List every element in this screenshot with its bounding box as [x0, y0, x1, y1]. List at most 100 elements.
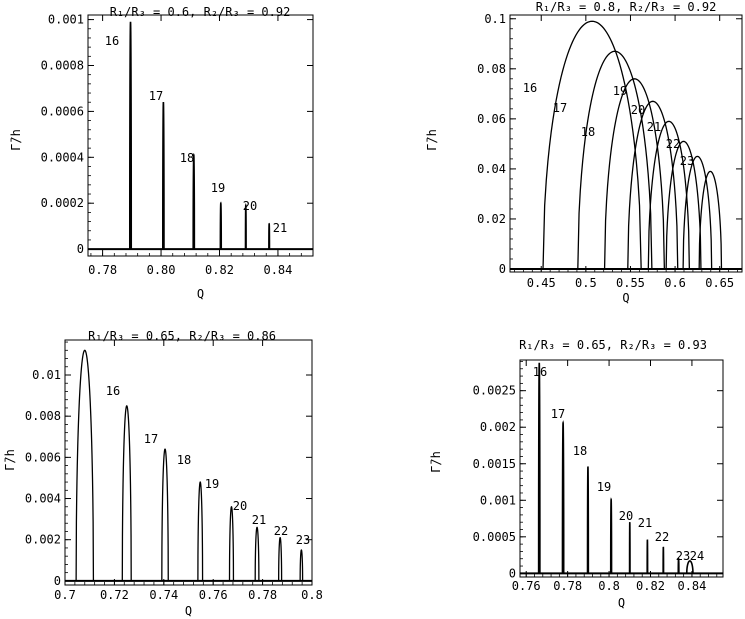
- y-tick-label: 0.08: [477, 62, 506, 76]
- y-tick-label: 0.002: [480, 420, 516, 434]
- resonance-label: 20: [243, 199, 257, 213]
- resonance-curve-19: [627, 100, 679, 270]
- y-tick-label: 0.0002: [41, 196, 84, 210]
- resonance-label: 17: [149, 89, 163, 103]
- resonance-label: 16: [106, 384, 120, 398]
- resonance-label: 17: [551, 407, 565, 421]
- resonance-curve-22: [278, 536, 283, 581]
- resonance-label: 18: [180, 151, 194, 165]
- y-tick-label: 0: [54, 574, 61, 588]
- resonance-label: 20: [631, 103, 645, 117]
- resonance-curve-20: [647, 120, 690, 270]
- resonance-curve-16: [75, 349, 95, 581]
- y-tick-label: 0.0004: [41, 150, 84, 164]
- x-tick-label: 0.72: [100, 588, 129, 602]
- x-tick-label: 0.82: [205, 263, 234, 277]
- x-tick-label: 0.78: [553, 579, 582, 593]
- y-tick-label: 0: [499, 262, 506, 276]
- x-tick-label: 0.5: [575, 276, 597, 290]
- resonance-curve-22: [682, 155, 713, 270]
- resonance-curve-18: [586, 466, 590, 574]
- y-tick-label: 0.004: [25, 492, 61, 506]
- y-axis-label: Γ̄/h: [3, 449, 17, 471]
- resonance-label: 21: [273, 221, 287, 235]
- chart-panel-1: R₁/R₃ = 0.6, R₂/R₃ = 0.92 0.78 0.80 0.82 0.8…: [9, 5, 314, 301]
- plot-frame: [509, 14, 743, 273]
- resonance-label: 19: [205, 477, 219, 491]
- resonance-label: 17: [553, 101, 567, 115]
- resonance-curve-17: [121, 405, 132, 581]
- resonance-curve-18: [603, 78, 666, 270]
- resonance-label: 16: [105, 34, 119, 48]
- plot-frame: [519, 359, 724, 578]
- resonance-curve-17: [577, 50, 653, 270]
- resonance-curve-17: [162, 102, 165, 250]
- plot-frame: [64, 339, 313, 586]
- x-tick-label: 0.80: [147, 263, 176, 277]
- resonance-label: 23: [296, 533, 310, 547]
- x-tick-label: 0.76: [199, 588, 228, 602]
- resonance-label: 18: [581, 125, 595, 139]
- resonance-label: 22: [274, 524, 288, 538]
- resonance-label: 22: [666, 137, 680, 151]
- resonance-curve-18: [192, 152, 196, 250]
- resonance-curve-21: [254, 526, 260, 581]
- resonance-label: 19: [613, 84, 627, 98]
- resonance-label: 16: [523, 81, 537, 95]
- x-axis-label: Q: [618, 596, 625, 610]
- y-axis-label: Γ̄/h: [429, 451, 443, 473]
- resonance-curve-16: [128, 21, 133, 250]
- y-tick-label: 0.001: [480, 493, 516, 507]
- x-tick-label: 0.82: [636, 579, 665, 593]
- chart-title: R₁/R₃ = 0.6, R₂/R₃ = 0.92: [110, 5, 291, 19]
- resonance-label: 23: [676, 549, 690, 563]
- y-tick-label: 0.0006: [41, 104, 84, 118]
- x-tick-label: 0.7: [54, 588, 76, 602]
- chart-panel-3: R₁/R₃ = 0.65, R₂/R₃ = 0.86 0.7 0.72 0.74 0.7…: [3, 329, 323, 618]
- chart-title: R₁/R₃ = 0.65, R₂/R₃ = 0.93: [519, 338, 707, 352]
- x-tick-label: 0.55: [616, 276, 645, 290]
- x-tick-label: 0.45: [527, 276, 556, 290]
- y-tick-label: 0.0015: [473, 457, 516, 471]
- x-tick-label: 0.84: [677, 579, 706, 593]
- resonance-label: 20: [233, 499, 247, 513]
- resonance-curve-19: [609, 497, 613, 574]
- y-tick-label: 0.008: [25, 409, 61, 423]
- y-tick-label: 0.04: [477, 162, 506, 176]
- resonance-label: 17: [144, 432, 158, 446]
- resonance-curve-20: [228, 505, 235, 581]
- y-tick-label: 0.01: [32, 368, 61, 382]
- resonance-curve-16: [542, 20, 642, 270]
- resonance-curve-23: [677, 557, 680, 574]
- chart-panel-2: R₁/R₃ = 0.8, R₂/R₃ = 0.92 0.45 0.5 0.55 0.6 0…: [425, 0, 743, 305]
- y-axis-label: Γ̄/h: [9, 129, 23, 151]
- resonance-curve-24: [685, 560, 694, 574]
- x-tick-label: 0.6: [664, 276, 686, 290]
- x-tick-label: 0.74: [149, 588, 178, 602]
- resonance-label: 19: [597, 480, 611, 494]
- x-axis-label: Q: [185, 604, 192, 618]
- x-tick-label: 0.65: [705, 276, 734, 290]
- resonance-label: 18: [177, 453, 191, 467]
- x-tick-label: 0.8: [598, 579, 620, 593]
- resonance-curve-18: [161, 448, 169, 581]
- resonance-label: 23: [680, 154, 694, 168]
- resonance-curve-16: [537, 362, 541, 574]
- resonance-label: 21: [252, 513, 266, 527]
- resonance-label: 22: [655, 530, 669, 544]
- y-tick-label: 0: [77, 242, 84, 256]
- resonance-label: 21: [647, 120, 661, 134]
- plot-frame: [87, 14, 314, 257]
- resonance-label: 24: [690, 549, 704, 563]
- chart-title: R₁/R₃ = 0.65, R₂/R₃ = 0.86: [88, 329, 276, 343]
- chart-title: R₁/R₃ = 0.8, R₂/R₃ = 0.92: [536, 0, 717, 14]
- resonance-curve-23: [299, 549, 304, 581]
- y-tick-label: 0: [509, 566, 516, 580]
- y-tick-label: 0.0005: [473, 530, 516, 544]
- y-tick-label: 0.02: [477, 212, 506, 226]
- resonance-label: 20: [619, 509, 633, 523]
- y-tick-label: 0.001: [48, 13, 84, 27]
- x-tick-label: 0.78: [88, 263, 117, 277]
- resonance-label: 18: [573, 444, 587, 458]
